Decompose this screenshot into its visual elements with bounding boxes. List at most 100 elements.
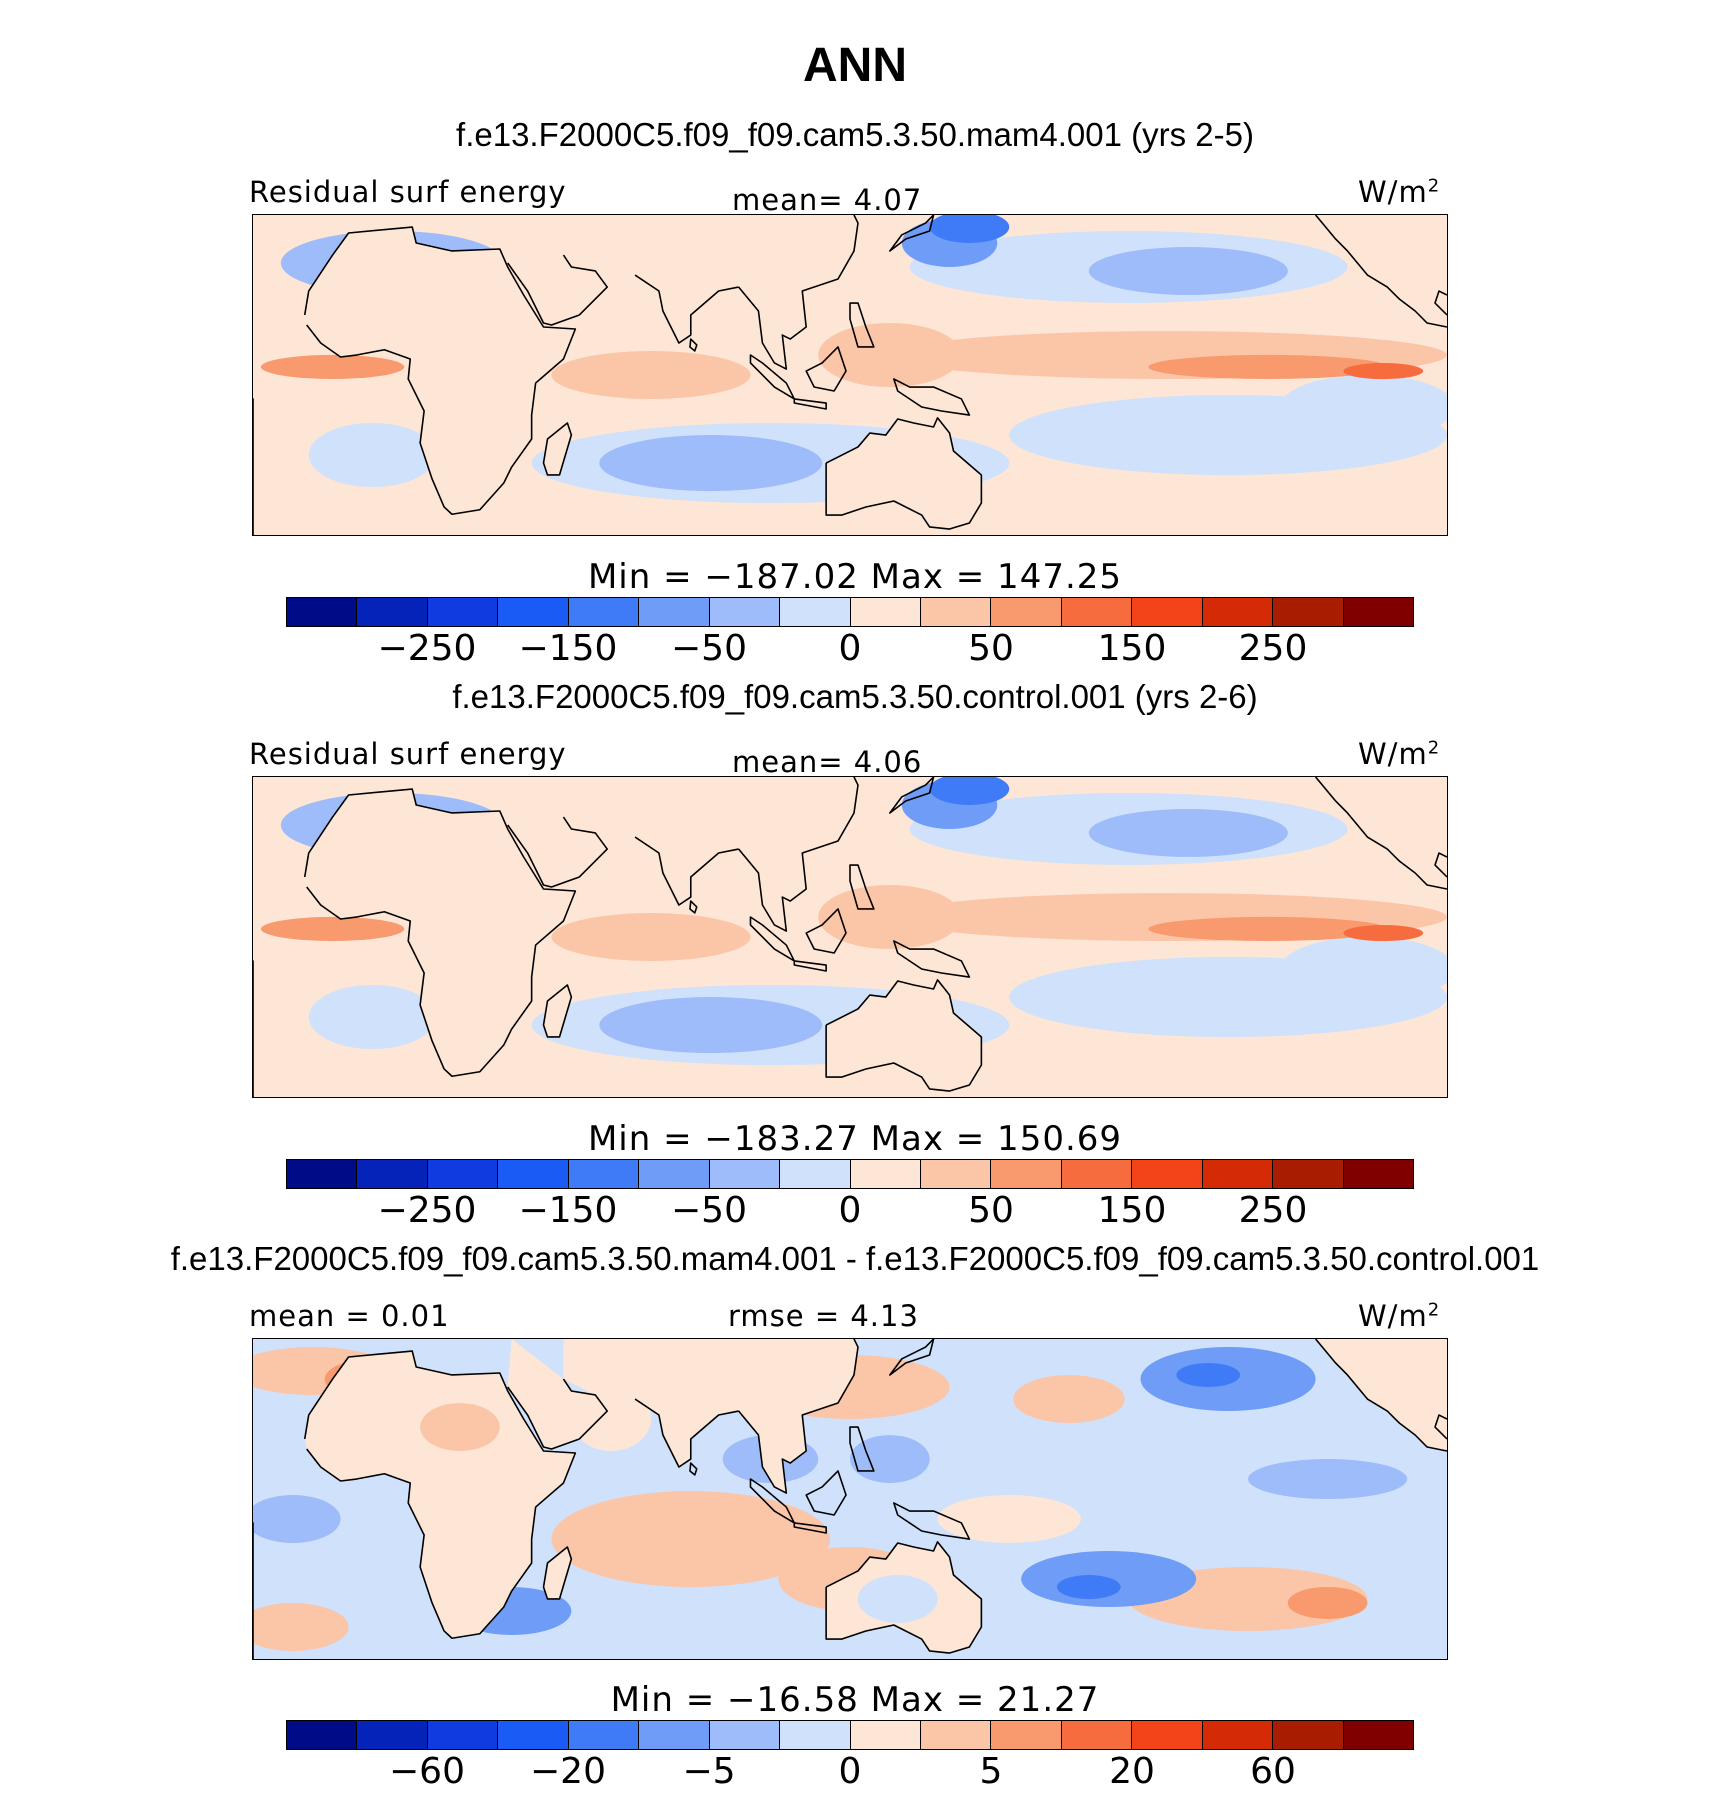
colorbar-tick-label: −150 bbox=[518, 1190, 618, 1231]
map-svg bbox=[253, 1339, 1447, 1659]
southeast-asia-coastline bbox=[737, 1339, 859, 1494]
colorbar-tick-label: 150 bbox=[1097, 1190, 1167, 1231]
atlantic-warm-tongue bbox=[260, 354, 405, 379]
difference-cool-anomaly bbox=[1248, 1459, 1408, 1499]
colorbar-swatch bbox=[639, 598, 710, 626]
panel-2-map bbox=[252, 776, 1448, 1098]
panel-1-colorbar-ticks: −250 −150 −50 0 50 150 250 bbox=[286, 628, 1414, 669]
colorbar-swatch bbox=[1132, 598, 1203, 626]
difference-cool-anomaly bbox=[1056, 1575, 1121, 1600]
panel-3-title: f.e13.F2000C5.f09_f09.cam5.3.50.mam4.001… bbox=[170, 1240, 1540, 1277]
colorbar-swatch bbox=[709, 1160, 781, 1188]
colorbar-swatch bbox=[991, 1160, 1062, 1188]
panel-1-units-exponent: 2 bbox=[1427, 175, 1441, 197]
panel-3-mean-label: mean = 0.01 bbox=[249, 1299, 450, 1333]
colorbar-swatch bbox=[639, 1160, 710, 1188]
colorbar-swatch bbox=[1202, 1721, 1274, 1749]
borneo-island bbox=[805, 346, 847, 392]
colorbar-swatch bbox=[1343, 1160, 1413, 1188]
java-island bbox=[793, 960, 827, 972]
central-america-coastline bbox=[1434, 1414, 1447, 1440]
colorbar-swatch bbox=[498, 1160, 569, 1188]
panel-2-units-base: W/m bbox=[1358, 737, 1428, 771]
north-america-coastline bbox=[1315, 1339, 1447, 1452]
panel-3-units-label: W/m2 bbox=[1358, 1299, 1440, 1333]
south-atlantic-cool-band bbox=[308, 985, 437, 1049]
colorbar-tick-label: −50 bbox=[671, 628, 747, 669]
sri-lanka-island bbox=[689, 338, 698, 352]
colorbar-swatch bbox=[780, 1721, 851, 1749]
panel-2-colorbar-ticks: −250 −150 −50 0 50 150 250 bbox=[286, 1190, 1414, 1231]
colorbar-tick-label: −20 bbox=[530, 1751, 606, 1792]
madagascar-landmass bbox=[543, 423, 572, 475]
central-america-coastline bbox=[1434, 852, 1447, 878]
colorbar-tick-label: 0 bbox=[838, 1190, 862, 1231]
asia-landmass bbox=[563, 777, 858, 932]
difference-warm-anomaly bbox=[253, 1603, 349, 1651]
sri-lanka-island bbox=[689, 900, 698, 914]
panel-2-variable-label: Residual surf energy bbox=[249, 737, 567, 771]
panel-2-min-max-label: Min = −183.27 Max = 150.69 bbox=[587, 1119, 1123, 1159]
colorbar-swatch bbox=[1273, 598, 1344, 626]
colorbar-swatch bbox=[709, 598, 781, 626]
panel-1-units-label: W/m2 bbox=[1358, 175, 1440, 209]
madagascar-island bbox=[542, 1546, 573, 1600]
panel-3-min-max-label: Min = −16.58 Max = 21.27 bbox=[610, 1680, 1100, 1720]
north-america-landmass bbox=[1315, 1339, 1447, 1451]
colorbar-swatch bbox=[1132, 1160, 1203, 1188]
colorbar-swatch bbox=[1343, 1721, 1413, 1749]
difference-warm-anomaly bbox=[1287, 1586, 1368, 1619]
colorbar-swatch bbox=[1061, 598, 1133, 626]
colorbar-swatch bbox=[780, 598, 851, 626]
colorbar-tick-label: 0 bbox=[838, 628, 862, 669]
madagascar-island bbox=[542, 422, 573, 476]
colorbar-swatch bbox=[1202, 1160, 1274, 1188]
kuroshio-strong-cool bbox=[929, 215, 1010, 244]
asia-landmass bbox=[563, 215, 858, 370]
java-island bbox=[793, 1522, 827, 1534]
colorbar-swatch bbox=[1132, 1721, 1203, 1749]
colorbar-swatch bbox=[920, 1160, 992, 1188]
philippines-island bbox=[849, 302, 875, 348]
india-coastline bbox=[634, 274, 739, 344]
colorbar-swatch bbox=[287, 1160, 358, 1188]
atlantic-warm-tongue bbox=[260, 916, 405, 941]
borneo-island bbox=[805, 1470, 847, 1516]
north-america-coastline bbox=[1315, 215, 1447, 328]
colorbar-tick-label: −5 bbox=[682, 1751, 736, 1792]
arabia-landmass bbox=[507, 777, 608, 888]
indian-ocean-warm-band bbox=[551, 351, 751, 399]
colorbar-tick-label: −60 bbox=[389, 1751, 465, 1792]
africa-land-warm-anomaly bbox=[420, 1403, 500, 1451]
north-america-coastline bbox=[1315, 777, 1447, 890]
philippines-island bbox=[849, 1426, 875, 1472]
africa-landmass bbox=[304, 789, 576, 1077]
panel-3-map bbox=[252, 1338, 1448, 1660]
japan-island bbox=[889, 777, 935, 814]
colorbar-tick-label: 250 bbox=[1238, 628, 1308, 669]
madagascar-landmass bbox=[543, 985, 572, 1037]
colorbar-swatch bbox=[850, 1721, 921, 1749]
colorbar-tick-label: −150 bbox=[518, 628, 618, 669]
arabia-coastline bbox=[507, 254, 609, 326]
north-pacific-cool-core bbox=[1088, 247, 1288, 295]
colorbar-swatch bbox=[920, 598, 992, 626]
colorbar-swatch bbox=[357, 1160, 428, 1188]
new-guinea-island bbox=[893, 1502, 971, 1540]
central-america-coastline bbox=[1434, 290, 1447, 316]
south-atlantic-cool-band bbox=[308, 423, 437, 487]
arabia-landmass bbox=[507, 215, 608, 326]
southeast-asia-coastline bbox=[737, 215, 859, 370]
maritime-continent-warm-band bbox=[818, 885, 962, 950]
colorbar-tick-label: 20 bbox=[1109, 1751, 1155, 1792]
difference-warm-anomaly bbox=[1013, 1375, 1125, 1423]
panel-1-variable-label: Residual surf energy bbox=[249, 175, 567, 209]
india-coastline bbox=[634, 836, 739, 906]
colorbar-swatch bbox=[568, 1721, 640, 1749]
difference-cool-anomaly bbox=[850, 1435, 930, 1483]
australia-coastline bbox=[825, 979, 983, 1092]
east-pacific-cool-band bbox=[1279, 937, 1447, 1001]
colorbar-tick-label: 50 bbox=[968, 1190, 1014, 1231]
australia-coastline bbox=[825, 1541, 983, 1654]
africa-coastline bbox=[303, 1350, 577, 1640]
